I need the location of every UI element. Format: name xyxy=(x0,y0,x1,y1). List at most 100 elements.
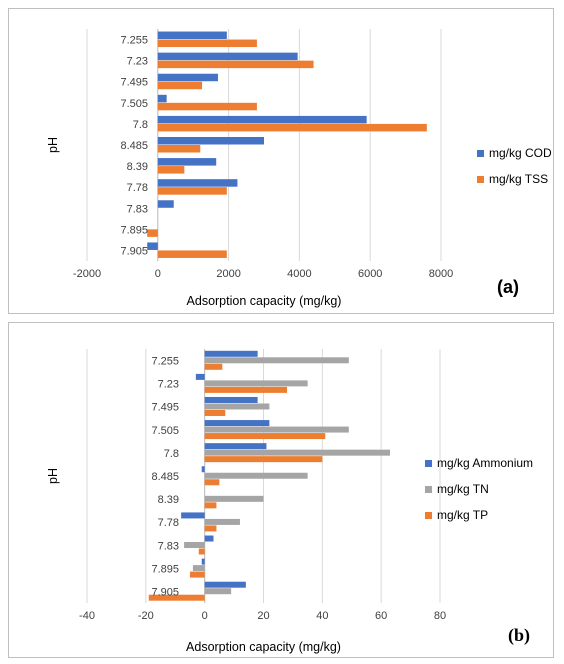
bar-mg-kg-tp xyxy=(204,456,323,463)
y-tick-label: 7.905 xyxy=(151,586,179,598)
bar-mg-kg-ammonium xyxy=(201,558,205,565)
x-tick-label: 40 xyxy=(316,610,328,622)
y-tick-label: 7.78 xyxy=(158,517,179,529)
chart-a-canvas: -2000 0 2000 4000 6000 8000 7.255 7.23 7.495 7.50… xyxy=(46,29,552,308)
legend-entry: mg/kg TN xyxy=(437,482,489,496)
bar-mg-kg-tn xyxy=(204,449,390,456)
bar-mg-kg-tn xyxy=(184,542,205,549)
bar-mg-kg-cod xyxy=(147,242,158,250)
legend-entry: mg/kg TSS xyxy=(489,172,548,186)
bar-mg-kg-tn xyxy=(204,472,308,479)
bar-mg-kg-cod xyxy=(157,94,167,103)
x-tick-label: -20 xyxy=(138,610,154,622)
bar-mg-kg-ammonium xyxy=(181,512,205,519)
x-tick-label: 4000 xyxy=(287,268,311,280)
y-tick-label: 7.895 xyxy=(120,224,148,236)
x-tick-label: 0 xyxy=(202,610,208,622)
y-tick-label: 7.495 xyxy=(120,77,148,89)
bar-mg-kg-tp xyxy=(204,525,217,532)
x-tick-label: 2000 xyxy=(216,268,240,280)
bar-mg-kg-tp xyxy=(204,386,288,393)
legend-swatch xyxy=(425,512,432,519)
y-tick-label: 7.23 xyxy=(158,379,179,391)
bar-mg-kg-cod xyxy=(157,200,174,208)
bar-mg-kg-tss xyxy=(157,60,314,69)
legend-swatch xyxy=(477,176,484,183)
y-tick-label: 7.78 xyxy=(127,182,148,194)
bar-mg-kg-tn xyxy=(204,357,349,364)
x-tick-label: 8000 xyxy=(429,268,453,280)
x-tick-label: 80 xyxy=(434,610,446,622)
y-tick-label: 7.8 xyxy=(164,448,179,460)
bar-mg-kg-tp xyxy=(204,479,220,486)
bar-mg-kg-tn xyxy=(204,518,240,525)
bar-mg-kg-cod xyxy=(157,137,264,145)
bar-mg-kg-tp xyxy=(204,433,326,440)
panel-label-a: (a) xyxy=(497,277,519,297)
bar-mg-kg-cod xyxy=(157,179,238,187)
chart-panel-b: -40 -20 0 20 40 60 80 7.255 7.23 7.495 7.505 7.8 8.4… xyxy=(8,322,554,658)
x-axis-title: Adsorption capacity (mg/kg) xyxy=(187,294,342,308)
y-tick-label: 7.83 xyxy=(158,540,179,552)
y-tick-label: 7.505 xyxy=(120,98,148,110)
y-tick-label: 7.505 xyxy=(151,425,179,437)
x-tick-label: -40 xyxy=(79,610,95,622)
y-tick-label: 8.39 xyxy=(158,494,179,506)
y-axis-title: pH xyxy=(46,468,60,484)
y-tick-label: 8.485 xyxy=(120,140,148,152)
legend-swatch xyxy=(477,150,484,157)
y-tick-label: 8.39 xyxy=(127,161,148,173)
bar-mg-kg-tn xyxy=(204,426,349,433)
y-tick-label: 7.495 xyxy=(151,402,179,414)
bar-mg-kg-ammonium xyxy=(204,396,258,403)
bar-mg-kg-tn xyxy=(204,588,232,595)
y-axis-title: pH xyxy=(46,137,60,153)
bar-mg-kg-tp xyxy=(198,548,205,555)
chart-b-canvas: -40 -20 0 20 40 60 80 7.255 7.23 7.495 7.505 7.8 8.4… xyxy=(46,349,533,654)
panel-label-b: (b) xyxy=(508,625,530,645)
bar-mg-kg-tp xyxy=(204,409,226,416)
y-tick-label: 7.23 xyxy=(127,56,148,68)
bar-mg-kg-ammonium xyxy=(204,420,270,427)
bar-mg-kg-tp xyxy=(204,363,223,370)
bar-mg-kg-ammonium xyxy=(204,443,267,450)
bar-mg-kg-ammonium xyxy=(204,350,258,357)
x-tick-label: 20 xyxy=(257,610,269,622)
x-tick-label: 6000 xyxy=(358,268,382,280)
bar-mg-kg-ammonium xyxy=(201,466,205,473)
bar-mg-kg-tn xyxy=(204,495,264,502)
bar-mg-kg-cod xyxy=(157,115,367,124)
y-tick-label: 7.8 xyxy=(133,119,148,131)
bar-mg-kg-tss xyxy=(157,145,201,153)
bar-mg-kg-ammonium xyxy=(204,535,214,542)
bar-mg-kg-ammonium xyxy=(195,373,205,380)
y-tick-label: 7.905 xyxy=(120,245,148,257)
legend-swatch xyxy=(425,460,432,467)
bar-mg-kg-tss xyxy=(157,102,257,111)
bar-mg-kg-tss xyxy=(157,187,227,195)
legend-swatch xyxy=(425,486,432,493)
bar-mg-kg-tn xyxy=(192,565,205,572)
y-tick-label: 7.83 xyxy=(127,203,148,215)
legend-entry: mg/kg TP xyxy=(437,508,488,522)
bar-mg-kg-tss xyxy=(147,229,158,237)
bar-mg-kg-cod xyxy=(157,158,217,166)
bar-mg-kg-tp xyxy=(189,571,205,578)
bar-mg-kg-tn xyxy=(204,403,270,410)
bar-mg-kg-tss xyxy=(157,39,257,48)
legend-entry: mg/kg COD xyxy=(489,146,552,160)
bar-mg-kg-tp xyxy=(204,502,217,509)
bar-mg-kg-tp xyxy=(148,594,205,601)
bar-mg-kg-cod xyxy=(157,73,218,82)
bar-mg-kg-ammonium xyxy=(204,581,246,588)
x-tick-label: -2000 xyxy=(73,268,101,280)
legend-entry: mg/kg Ammonium xyxy=(437,456,533,470)
x-tick-label: 60 xyxy=(375,610,387,622)
y-tick-label: 7.895 xyxy=(151,563,179,575)
x-axis-title: Adsorption capacity (mg/kg) xyxy=(186,640,341,654)
y-tick-label: 7.255 xyxy=(120,35,148,47)
bar-mg-kg-tss xyxy=(157,123,427,132)
x-tick-label: 0 xyxy=(155,268,161,280)
bar-mg-kg-cod xyxy=(157,52,298,61)
bar-mg-kg-tss xyxy=(157,250,227,258)
